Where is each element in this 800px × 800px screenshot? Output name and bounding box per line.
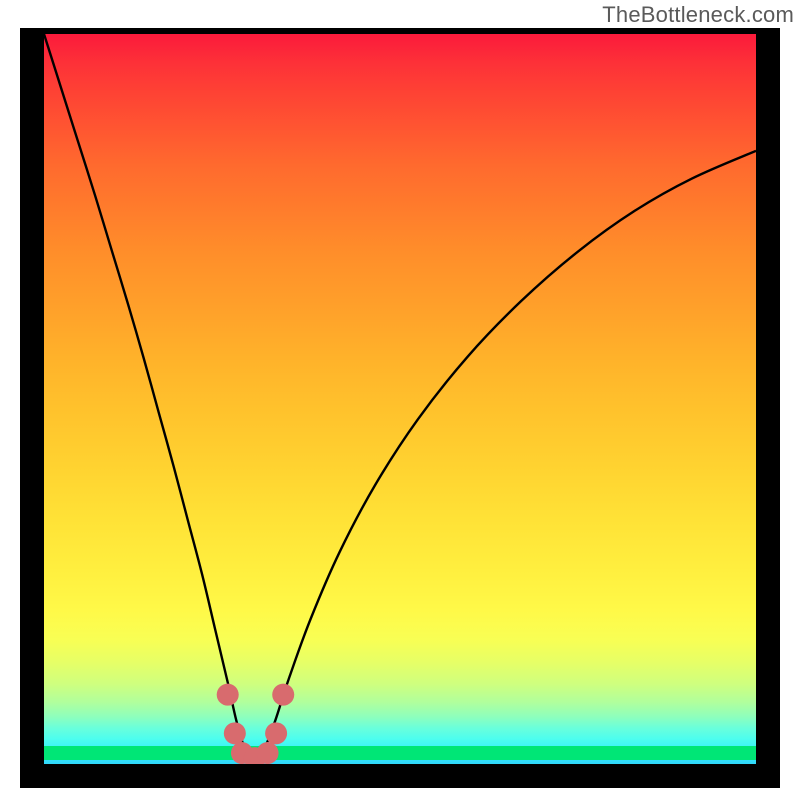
curve-left-branch: [44, 34, 249, 757]
marker-dot: [265, 722, 287, 744]
marker-dot: [257, 742, 279, 764]
plot-area: [44, 34, 756, 764]
bottom-markers: [217, 684, 295, 764]
curves-svg: [44, 34, 756, 764]
curve-right-branch: [260, 151, 756, 757]
root: TheBottleneck.com: [0, 0, 800, 800]
marker-dot: [272, 684, 294, 706]
watermark-text: TheBottleneck.com: [602, 2, 794, 28]
chart-frame: [20, 28, 780, 788]
marker-dot: [224, 722, 246, 744]
marker-dot: [217, 684, 239, 706]
